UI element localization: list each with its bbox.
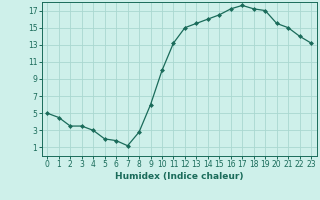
X-axis label: Humidex (Indice chaleur): Humidex (Indice chaleur): [115, 172, 244, 181]
